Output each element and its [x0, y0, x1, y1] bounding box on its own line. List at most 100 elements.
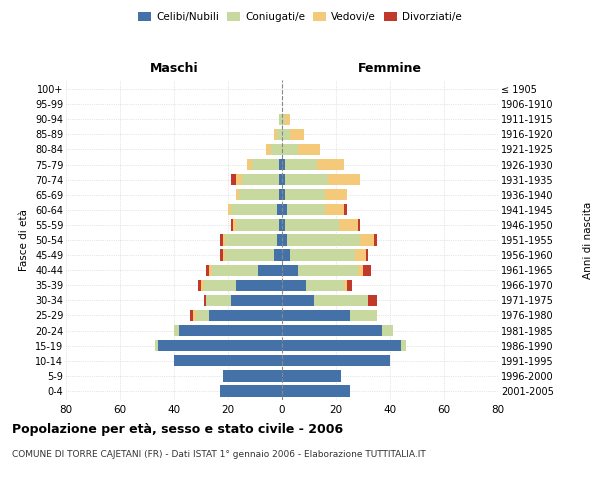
Bar: [271, 144, 282, 155]
Bar: [282, 114, 285, 125]
Bar: [282, 219, 285, 230]
Bar: [338, 219, 358, 230]
Bar: [223, 250, 226, 261]
Bar: [285, 174, 328, 186]
Bar: [209, 310, 282, 321]
Bar: [307, 280, 344, 291]
Bar: [298, 144, 320, 155]
Bar: [347, 280, 352, 291]
Bar: [241, 174, 280, 186]
Bar: [274, 250, 282, 261]
Bar: [282, 234, 287, 246]
Bar: [155, 340, 158, 351]
Bar: [206, 264, 209, 276]
Bar: [282, 144, 298, 155]
Bar: [204, 294, 206, 306]
Bar: [363, 264, 371, 276]
Bar: [358, 264, 363, 276]
Bar: [317, 159, 344, 170]
Bar: [290, 128, 304, 140]
Y-axis label: Fasce di età: Fasce di età: [19, 209, 29, 271]
Bar: [290, 250, 355, 261]
Bar: [282, 370, 341, 382]
Bar: [282, 340, 401, 351]
Bar: [282, 310, 349, 321]
Bar: [285, 114, 290, 125]
Bar: [344, 280, 347, 291]
Bar: [277, 128, 282, 140]
Bar: [236, 189, 239, 200]
Text: COMUNE DI TORRE CAJETANI (FR) - Dati ISTAT 1° gennaio 2006 - Elaborazione TUTTIT: COMUNE DI TORRE CAJETANI (FR) - Dati IST…: [12, 450, 426, 459]
Bar: [209, 264, 212, 276]
Bar: [282, 128, 290, 140]
Bar: [228, 204, 230, 216]
Bar: [225, 250, 274, 261]
Bar: [196, 310, 209, 321]
Bar: [368, 294, 377, 306]
Bar: [287, 234, 360, 246]
Bar: [179, 325, 282, 336]
Bar: [230, 219, 233, 230]
Bar: [298, 264, 358, 276]
Bar: [158, 340, 282, 351]
Bar: [325, 204, 344, 216]
Bar: [282, 159, 285, 170]
Bar: [358, 219, 360, 230]
Bar: [223, 234, 226, 246]
Bar: [231, 204, 277, 216]
Bar: [223, 370, 282, 382]
Bar: [282, 294, 314, 306]
Bar: [174, 355, 282, 366]
Bar: [236, 280, 282, 291]
Bar: [236, 219, 280, 230]
Bar: [282, 264, 298, 276]
Bar: [355, 250, 366, 261]
Bar: [285, 219, 338, 230]
Text: Anni di nascita: Anni di nascita: [583, 202, 593, 278]
Bar: [212, 264, 258, 276]
Bar: [280, 174, 282, 186]
Bar: [285, 189, 325, 200]
Bar: [253, 159, 280, 170]
Bar: [382, 325, 393, 336]
Bar: [282, 355, 390, 366]
Bar: [258, 264, 282, 276]
Bar: [239, 189, 280, 200]
Bar: [277, 234, 282, 246]
Text: Popolazione per età, sesso e stato civile - 2006: Popolazione per età, sesso e stato civil…: [12, 422, 343, 436]
Bar: [374, 234, 377, 246]
Bar: [401, 340, 406, 351]
Bar: [314, 294, 368, 306]
Text: Maschi: Maschi: [149, 62, 199, 76]
Bar: [226, 234, 277, 246]
Bar: [220, 386, 282, 396]
Bar: [193, 310, 196, 321]
Bar: [280, 114, 282, 125]
Bar: [282, 250, 290, 261]
Bar: [201, 280, 204, 291]
Bar: [282, 189, 285, 200]
Bar: [344, 204, 347, 216]
Bar: [220, 250, 223, 261]
Bar: [280, 219, 282, 230]
Bar: [285, 159, 317, 170]
Bar: [328, 174, 361, 186]
Bar: [198, 280, 201, 291]
Bar: [282, 174, 285, 186]
Bar: [280, 189, 282, 200]
Bar: [190, 310, 193, 321]
Bar: [206, 294, 230, 306]
Bar: [174, 325, 179, 336]
Bar: [230, 294, 282, 306]
Bar: [325, 189, 347, 200]
Bar: [282, 204, 287, 216]
Bar: [230, 174, 236, 186]
Bar: [287, 204, 325, 216]
Bar: [349, 310, 377, 321]
Bar: [266, 144, 271, 155]
Bar: [282, 280, 307, 291]
Bar: [274, 128, 277, 140]
Bar: [277, 204, 282, 216]
Bar: [280, 159, 282, 170]
Text: Femmine: Femmine: [358, 62, 422, 76]
